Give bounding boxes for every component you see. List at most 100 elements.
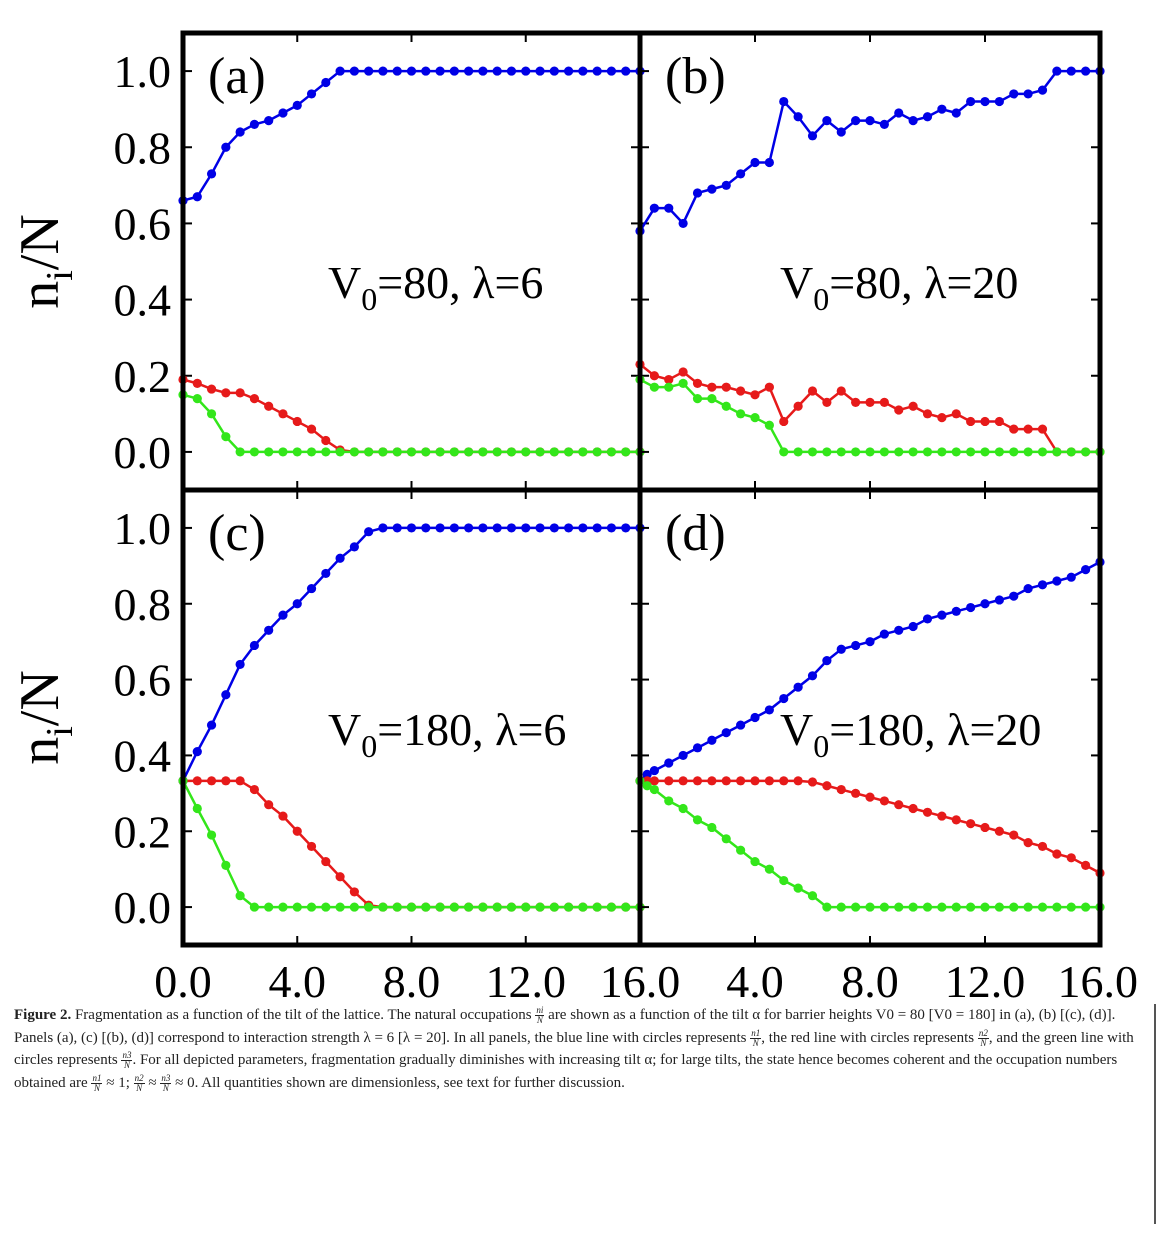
- panel-label: (d): [665, 505, 726, 562]
- data-point: [1081, 447, 1091, 457]
- y-tick-label: 1.0: [114, 46, 172, 97]
- data-point: [865, 447, 875, 457]
- data-point: [894, 902, 904, 912]
- data-point: [349, 542, 359, 552]
- data-point: [249, 902, 260, 912]
- data-point: [492, 523, 502, 533]
- data-point: [592, 523, 602, 533]
- data-point: [306, 89, 317, 99]
- data-point: [1066, 66, 1076, 76]
- data-point: [449, 523, 459, 533]
- data-point: [908, 621, 918, 632]
- data-point: [937, 902, 947, 912]
- data-point: [736, 386, 746, 396]
- figure-2: (a) V0=80, λ=6 0.0 0.2 0.4 0.6 0.8 1.0 ni/N (b) V0…: [9, 30, 1138, 1000]
- data-point: [364, 66, 374, 76]
- panel-label: (c): [208, 505, 266, 562]
- data-point: [492, 66, 502, 76]
- data-point: [951, 447, 961, 457]
- data-point: [822, 781, 832, 791]
- data-point: [951, 815, 961, 825]
- data-point: [249, 119, 260, 129]
- data-point: [836, 784, 846, 795]
- data-point: [606, 902, 617, 912]
- data-point: [922, 409, 933, 419]
- data-point: [807, 131, 818, 141]
- fraction-ni-over-n: ni N: [535, 1005, 545, 1026]
- data-point: [807, 447, 818, 457]
- data-point: [994, 826, 1004, 836]
- x-tick-label: 16.0: [600, 956, 681, 1000]
- data-point: [649, 203, 659, 213]
- fraction-n2-over-n-limit: n2 N: [133, 1072, 145, 1093]
- data-point: [980, 599, 990, 609]
- data-point: [822, 447, 832, 457]
- panel-annotation: V0=180, λ=20: [780, 704, 1041, 764]
- data-point: [449, 902, 459, 912]
- data-point: [563, 902, 574, 912]
- data-point: [879, 397, 889, 408]
- data-point: [292, 100, 302, 110]
- data-point: [192, 776, 202, 786]
- data-point: [779, 447, 789, 457]
- data-point: [764, 864, 774, 874]
- data-point: [851, 640, 861, 651]
- data-point: [664, 203, 674, 213]
- data-point: [1081, 66, 1091, 76]
- y-tick-label: 0.0: [114, 427, 172, 478]
- data-point: [578, 447, 588, 457]
- data-point: [764, 157, 774, 168]
- data-point: [435, 523, 445, 533]
- data-point: [908, 803, 918, 814]
- series-line-2: [181, 780, 640, 909]
- data-point: [221, 776, 231, 786]
- data-point: [937, 104, 947, 114]
- data-point: [563, 523, 574, 533]
- data-point: [1023, 89, 1033, 99]
- data-point: [249, 394, 260, 404]
- data-point: [1009, 424, 1019, 434]
- data-point: [980, 902, 990, 912]
- data-point: [464, 902, 474, 912]
- data-point: [492, 902, 502, 912]
- data-point: [1037, 424, 1048, 434]
- data-point: [721, 834, 731, 844]
- caption-part-7: ≈: [144, 1074, 161, 1091]
- data-point: [421, 66, 431, 76]
- data-point: [664, 796, 674, 806]
- data-point: [692, 378, 703, 388]
- y-tick-label: 0.6: [114, 655, 172, 706]
- caption-part-4: , and the green line with circles repres…: [14, 1029, 1134, 1069]
- data-point: [851, 115, 861, 126]
- caption-box-edge: [1154, 1004, 1156, 1224]
- data-point: [606, 523, 617, 533]
- data-point: [908, 401, 918, 411]
- data-point: [894, 405, 904, 415]
- data-point: [449, 447, 459, 457]
- data-point: [678, 367, 688, 377]
- data-point: [807, 671, 818, 681]
- data-point: [951, 409, 961, 419]
- data-point: [435, 902, 445, 912]
- data-point: [966, 447, 976, 457]
- x-tick-label: 8.0: [841, 956, 899, 1000]
- data-point: [707, 184, 717, 194]
- data-point: [951, 108, 961, 118]
- data-point: [807, 777, 818, 787]
- data-point: [578, 523, 588, 533]
- data-point: [966, 902, 976, 912]
- data-point: [306, 583, 317, 594]
- y-tick-label: 0.8: [114, 579, 172, 630]
- data-point: [750, 390, 760, 400]
- data-point: [894, 625, 904, 635]
- data-point: [966, 96, 976, 107]
- data-point: [621, 447, 631, 457]
- data-point: [1023, 424, 1033, 434]
- data-point: [192, 192, 202, 202]
- data-point: [1052, 447, 1062, 457]
- data-point: [994, 902, 1004, 912]
- data-point: [335, 553, 345, 563]
- x-tick-label: 4.0: [726, 956, 784, 1000]
- data-point: [264, 800, 274, 810]
- y-tick-label: 0.4: [114, 275, 172, 326]
